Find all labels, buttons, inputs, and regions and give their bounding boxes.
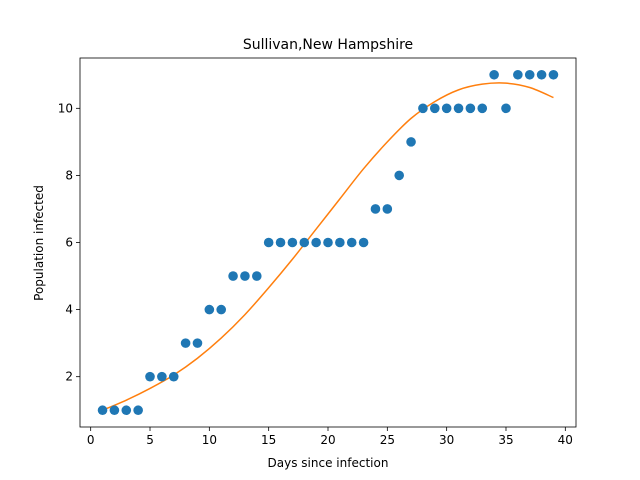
y-tick-label: 2 [65, 370, 73, 384]
x-tick-label: 5 [146, 433, 154, 447]
data-point [346, 237, 357, 248]
x-tick-label: 40 [558, 433, 573, 447]
data-point [109, 405, 120, 416]
x-tick-label: 30 [439, 433, 454, 447]
data-point [121, 405, 132, 416]
data-point [465, 103, 476, 114]
data-point [453, 103, 464, 114]
data-point [335, 237, 345, 248]
data-point [548, 69, 559, 80]
data-point [180, 338, 191, 348]
data-point [418, 103, 428, 114]
data-point [157, 371, 167, 382]
x-tick-label: 20 [320, 433, 335, 447]
x-tick-label: 15 [261, 433, 276, 447]
data-point [204, 304, 215, 315]
data-point [133, 405, 143, 416]
data-point [477, 103, 488, 114]
data-point [97, 405, 108, 416]
data-point [145, 371, 155, 382]
data-point [192, 338, 203, 348]
data-point [240, 271, 250, 281]
plot-area: 0 5 10 15 20 25 30 35 40 2 4 6 8 10 [58, 57, 577, 447]
data-point [228, 271, 238, 281]
y-tick-label: 10 [58, 101, 73, 115]
data-point [382, 204, 393, 214]
x-tick-label: 0 [87, 433, 95, 447]
chart-title: Sullivan,New Hampshire [243, 37, 413, 53]
data-point [299, 237, 310, 248]
x-tick-label: 25 [380, 433, 395, 447]
data-point [441, 103, 452, 114]
data-point [168, 371, 179, 382]
data-point [489, 69, 499, 80]
data-point [323, 237, 333, 248]
data-point [287, 237, 298, 248]
y-axis-label: Population infected [32, 185, 46, 301]
data-point [394, 170, 404, 181]
x-tick-label: 35 [498, 433, 513, 447]
data-point [536, 69, 547, 80]
data-point [358, 237, 369, 248]
data-point [429, 103, 440, 114]
data-point [524, 69, 535, 80]
y-tick-label: 6 [65, 236, 73, 250]
y-tick-label: 4 [65, 303, 73, 317]
x-tick-label: 10 [202, 433, 217, 447]
data-point [252, 271, 262, 281]
data-point [501, 103, 511, 114]
data-point [275, 237, 286, 248]
data-point [263, 237, 274, 248]
data-point [513, 69, 523, 80]
y-tick-label: 8 [65, 168, 73, 182]
data-point [406, 137, 416, 147]
x-axis-label: Days since infection [268, 456, 389, 470]
data-point [216, 304, 227, 315]
data-point [370, 204, 381, 214]
data-point [311, 237, 321, 248]
